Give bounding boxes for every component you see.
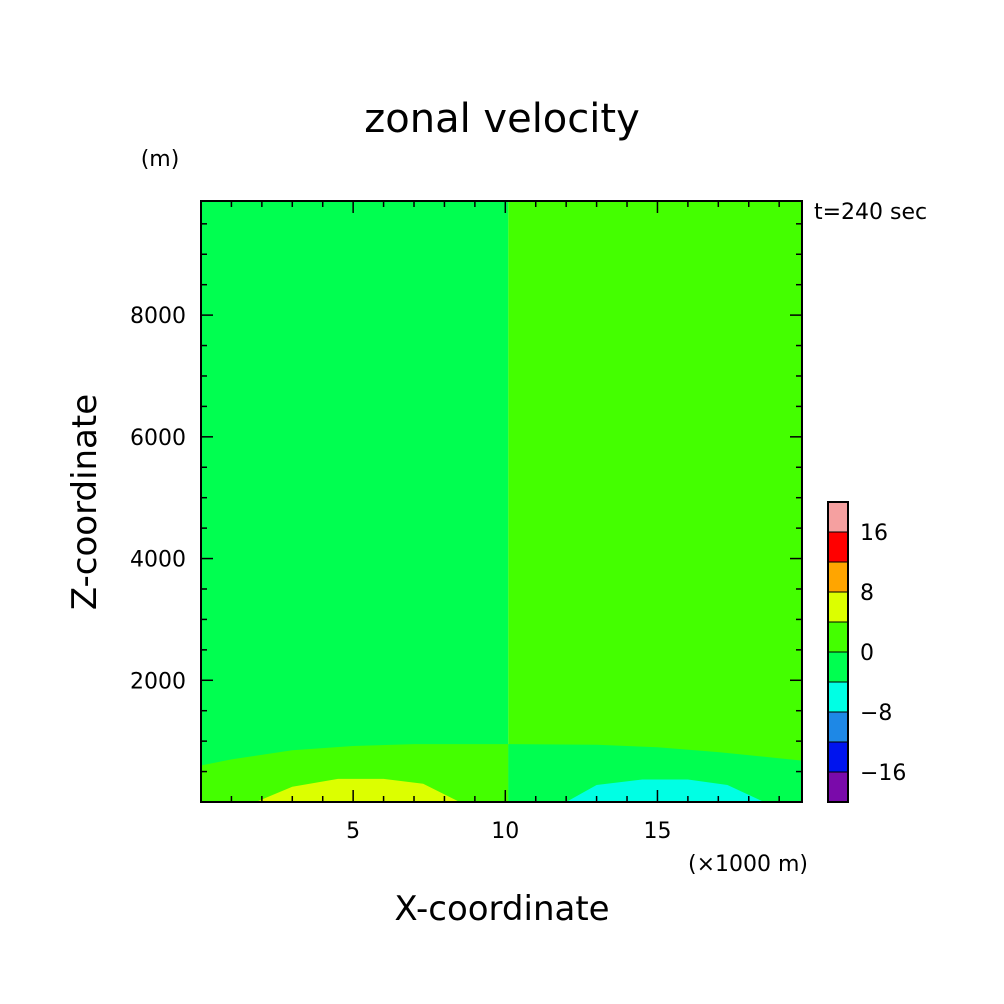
colorbar-label: −16 [860,761,906,786]
colorbar-border [827,501,849,803]
contour-region-right-domain [508,201,802,802]
colorbar-swatch [827,591,849,623]
colorbar-swatch [827,681,849,713]
y-tick-label: 4000 [130,548,186,573]
colorbar: −16 −8 0 8 16 [827,501,906,803]
x-axis-ticks: 5 10 15 [230,201,780,844]
colorbar-label: 16 [860,521,888,546]
colorbar-label: 0 [860,641,874,666]
y-axis-units: (m) [141,147,180,172]
x-tick-label: 15 [643,819,671,844]
x-tick-label: 10 [491,819,519,844]
y-axis-ticks: 2000 4000 6000 8000 [130,223,802,773]
colorbar-swatch [827,771,849,803]
y-tick-label: 8000 [130,304,186,329]
colorbar-swatch [827,561,849,593]
time-annotation: t=240 sec [814,200,927,225]
y-axis-label: Z-coordinate [65,394,105,610]
x-axis-units: (×1000 m) [688,852,808,877]
contour-region-positive-core [255,778,460,802]
plot-border [200,200,803,803]
y-tick-label: 2000 [130,669,186,694]
colorbar-label: 8 [860,581,874,606]
colorbar-swatch [827,621,849,653]
y-tick-label: 6000 [130,426,186,451]
contour-field [201,201,802,802]
colorbar-swatch [827,651,849,683]
chart-title: zonal velocity [364,96,640,142]
contour-region-negative-core [566,779,764,802]
plot-frame [200,200,803,803]
x-tick-label: 5 [346,819,360,844]
contour-region-left-domain [201,201,509,802]
contour-region-left-surface-layer [201,744,509,802]
colorbar-swatch [827,501,849,533]
colorbar-swatch [827,711,849,743]
colorbar-label: −8 [860,701,892,726]
colorbar-swatch [827,531,849,563]
x-axis-label: X-coordinate [394,889,609,929]
colorbar-swatch [827,741,849,773]
